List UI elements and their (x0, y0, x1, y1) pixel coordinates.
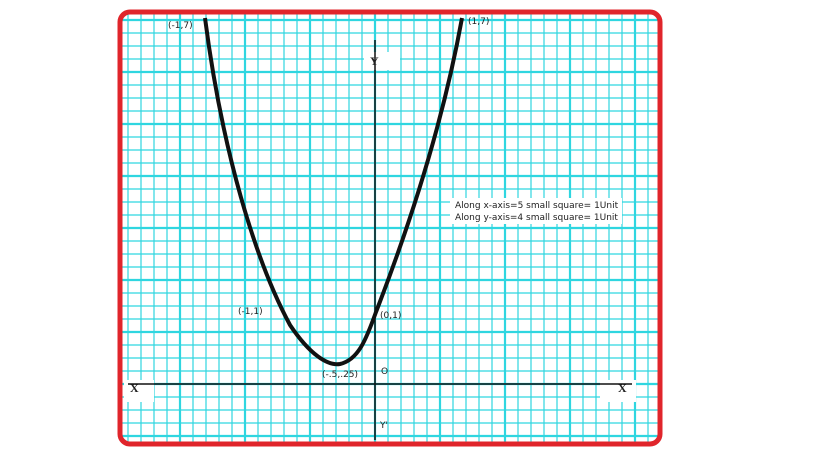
label-bg (450, 198, 622, 224)
frame (117, 9, 663, 447)
label-bg (124, 380, 154, 402)
note: Along x-axis=5 small square= 1Unit (455, 201, 619, 211)
axis-label: Y (370, 54, 379, 68)
point-label: (-1,1) (238, 307, 263, 317)
point-label: (-1,7) (168, 21, 193, 31)
axis-label: X (618, 381, 627, 395)
axis-label: Y' (379, 421, 388, 431)
point-label: (0,1) (380, 311, 401, 321)
point-label: (-.5,.25) (322, 370, 358, 380)
origin-label: O (381, 367, 388, 377)
label-bg (364, 52, 400, 70)
axis-label: X (130, 381, 139, 395)
note: Along y-axis=4 small square= 1Unit (455, 213, 618, 223)
grid (122, 14, 658, 442)
point-label: (1,7) (468, 17, 489, 27)
label-bg (600, 380, 636, 402)
parabola (203, 17, 464, 367)
